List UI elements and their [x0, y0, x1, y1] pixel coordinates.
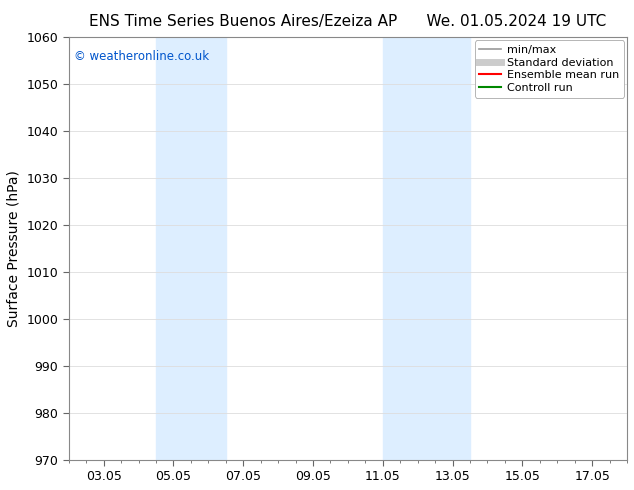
- Bar: [156, 37, 191, 460]
- Bar: [418, 37, 470, 460]
- Y-axis label: Surface Pressure (hPa): Surface Pressure (hPa): [7, 170, 21, 327]
- Bar: [191, 37, 226, 460]
- Text: © weatheronline.co.uk: © weatheronline.co.uk: [74, 49, 209, 63]
- Title: ENS Time Series Buenos Aires/Ezeiza AP      We. 01.05.2024 19 UTC: ENS Time Series Buenos Aires/Ezeiza AP W…: [89, 14, 607, 29]
- Legend: min/max, Standard deviation, Ensemble mean run, Controll run: min/max, Standard deviation, Ensemble me…: [475, 40, 624, 98]
- Bar: [383, 37, 418, 460]
